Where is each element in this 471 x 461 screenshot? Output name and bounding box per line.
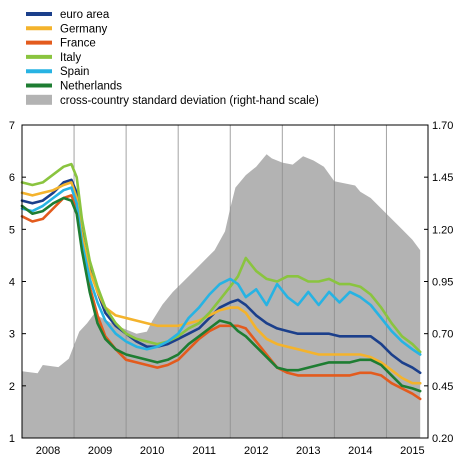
x-axis-tick-label: 2014	[348, 445, 372, 457]
legend-label-cross-country-standard-deviation-right-hand-scale: cross-country standard deviation (right-…	[60, 95, 319, 107]
x-axis-tick-label: 2009	[88, 445, 112, 457]
legend-label-netherlands: Netherlands	[60, 81, 122, 93]
right-axis-tick-labels: 0.20 0.45 0.70 0.95 1.20 1.45 1.70	[432, 120, 453, 445]
x-axis-tick-labels: 2008 2009 2010 2011 2012 2013 2014 2015	[36, 445, 425, 457]
legend-label-germany: Germany	[60, 23, 108, 35]
series-line-netherlands	[20, 196, 422, 393]
right-axis-tick-label: 0.20	[432, 433, 453, 445]
legend-label-euro-area: euro area	[60, 9, 110, 21]
x-axis-tick-label: 2015	[400, 445, 424, 457]
left-axis-tick-label: 6	[9, 172, 15, 184]
x-axis-tick-label: 2013	[296, 445, 320, 457]
left-axis-tick-label: 1	[9, 433, 15, 445]
x-axis-tick-label: 2008	[36, 445, 60, 457]
left-axis-tick-labels: 1 2 3 4 5 6 7	[9, 120, 15, 445]
left-axis-tick-label: 2	[9, 381, 15, 393]
series-line-italy	[20, 162, 422, 354]
series-line-layer	[20, 162, 422, 401]
right-axis-tick-label: 0.45	[432, 381, 453, 393]
right-axis-tick-label: 1.45	[432, 172, 453, 184]
right-axis-tick-label: 1.70	[432, 120, 453, 132]
left-axis-tick-label: 7	[9, 120, 15, 132]
x-axis-tick-label: 2010	[140, 445, 164, 457]
legend: euro area Germany France Italy Spain Netherla…	[26, 9, 319, 107]
legend-label-spain: Spain	[60, 66, 89, 78]
left-axis-tick-label: 4	[9, 277, 15, 289]
legend-label-italy: Italy	[60, 52, 81, 64]
right-axis-tick-label: 0.95	[432, 277, 453, 289]
plot-frame	[21, 124, 429, 439]
left-axis-tick-label: 3	[9, 329, 15, 341]
x-axis-tick-label: 2011	[192, 445, 216, 457]
right-axis-tick-label: 0.70	[432, 329, 453, 341]
x-axis-tick-label: 2012	[244, 445, 268, 457]
legend-swatch-cross-country-standard-deviation-right-hand-scale	[26, 94, 52, 105]
legend-label-france: France	[60, 38, 96, 50]
left-axis-tick-label: 5	[9, 224, 15, 236]
right-axis-tick-label: 1.20	[432, 224, 453, 236]
